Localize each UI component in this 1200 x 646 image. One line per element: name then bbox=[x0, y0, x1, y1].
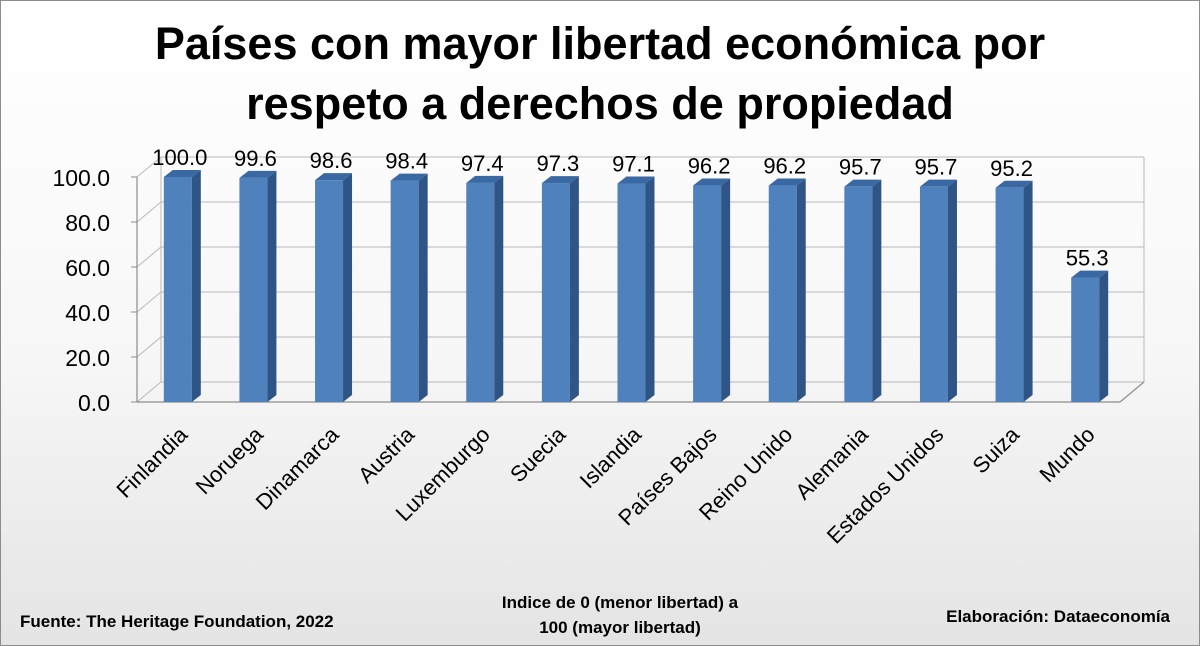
category-label: Noruega bbox=[191, 421, 269, 499]
category-label: Finlandia bbox=[112, 421, 193, 502]
gridline-side bbox=[136, 156, 162, 178]
bar bbox=[693, 185, 722, 402]
bar-top bbox=[466, 175, 504, 183]
index-note: Indice de 0 (menor libertad) a 100 (mayo… bbox=[440, 590, 800, 640]
y-tick-label: 80.0 bbox=[65, 210, 110, 236]
gridline-side bbox=[136, 381, 162, 403]
value-label: 98.6 bbox=[310, 148, 353, 173]
value-label: 97.4 bbox=[461, 151, 504, 176]
bar-side bbox=[796, 178, 806, 402]
bar-side bbox=[872, 179, 882, 402]
bar bbox=[844, 186, 873, 402]
chart-title: Países con mayor libertad económica por … bbox=[0, 14, 1200, 134]
bar-side bbox=[1099, 270, 1109, 402]
bar-side bbox=[191, 170, 201, 402]
gridline-side bbox=[136, 336, 162, 358]
bar bbox=[617, 183, 646, 402]
category-label: Suiza bbox=[968, 421, 1025, 478]
bars bbox=[163, 170, 1109, 402]
bar-side bbox=[1023, 180, 1033, 402]
category-label: Austria bbox=[353, 421, 420, 488]
bar-side bbox=[267, 170, 277, 402]
bar-top bbox=[541, 176, 579, 184]
y-tick-label: 40.0 bbox=[65, 300, 110, 326]
source-note: Fuente: The Heritage Foundation, 2022 bbox=[20, 612, 334, 631]
credit-note: Elaboración: Dataeconomía bbox=[946, 607, 1170, 626]
bar-side bbox=[569, 176, 579, 402]
value-label: 100.0 bbox=[152, 145, 207, 170]
bar-side bbox=[494, 175, 504, 402]
bar-side bbox=[721, 178, 731, 402]
value-labels: 100.0 99.6 98.6 98.4 97.4 97.3 97.1 96.2 96.2 95.… bbox=[152, 145, 1108, 271]
bar-top bbox=[239, 170, 277, 178]
value-label: 55.3 bbox=[1066, 246, 1109, 271]
value-label: 95.7 bbox=[839, 155, 882, 180]
bar-side bbox=[645, 176, 655, 402]
bar-top bbox=[1071, 270, 1109, 278]
value-label: 97.1 bbox=[612, 152, 655, 177]
y-tick-label: 100.0 bbox=[52, 165, 110, 191]
bar bbox=[995, 187, 1024, 402]
value-label: 99.6 bbox=[234, 146, 277, 171]
bar-side bbox=[947, 179, 957, 402]
value-label: 95.7 bbox=[915, 155, 958, 180]
floor-right-edge bbox=[1119, 381, 1145, 403]
bar-top bbox=[390, 173, 428, 181]
value-label: 96.2 bbox=[763, 154, 806, 179]
gridline-side bbox=[136, 246, 162, 268]
bar-top bbox=[995, 180, 1033, 188]
category-label: Dinamarca bbox=[251, 421, 344, 514]
bar-side bbox=[418, 173, 428, 402]
category-label: Mundo bbox=[1034, 422, 1099, 487]
bar bbox=[541, 183, 570, 402]
bar-top bbox=[768, 178, 806, 186]
chart-title-line-1: Países con mayor libertad económica por bbox=[154, 18, 1046, 69]
bar-top bbox=[919, 179, 957, 187]
bar bbox=[315, 180, 344, 402]
y-tick-label: 60.0 bbox=[65, 255, 110, 281]
bar-top bbox=[315, 173, 353, 181]
index-note-line-2: 100 (mayor libertad) bbox=[539, 618, 701, 637]
bar bbox=[466, 182, 495, 402]
value-label: 97.3 bbox=[536, 151, 579, 176]
bar-top bbox=[617, 176, 655, 184]
bar bbox=[163, 177, 192, 402]
bar-side bbox=[343, 173, 353, 402]
bar bbox=[239, 177, 268, 402]
category-label: Islandia bbox=[575, 421, 647, 493]
category-label: Suecia bbox=[505, 421, 571, 487]
value-label: 95.2 bbox=[990, 156, 1033, 181]
bar bbox=[390, 180, 419, 402]
bar-top bbox=[693, 178, 731, 186]
value-label: 96.2 bbox=[688, 154, 731, 179]
bar bbox=[919, 186, 948, 402]
y-tick-label: 20.0 bbox=[65, 345, 110, 371]
bar-top bbox=[163, 170, 201, 177]
gridline-side bbox=[136, 291, 162, 313]
chart-title-line-2: respeto a derechos de propiedad bbox=[246, 78, 954, 129]
value-label: 98.4 bbox=[385, 149, 428, 174]
bar bbox=[768, 185, 797, 402]
bar bbox=[1071, 277, 1100, 402]
y-axis: 0.0 20.0 40.0 60.0 80.0 100.0 bbox=[52, 165, 1145, 416]
gridline-side bbox=[136, 201, 162, 223]
y-tick-label: 0.0 bbox=[78, 390, 110, 416]
index-note-line-1: Indice de 0 (menor libertad) a bbox=[501, 593, 739, 612]
bar-top bbox=[844, 179, 882, 187]
